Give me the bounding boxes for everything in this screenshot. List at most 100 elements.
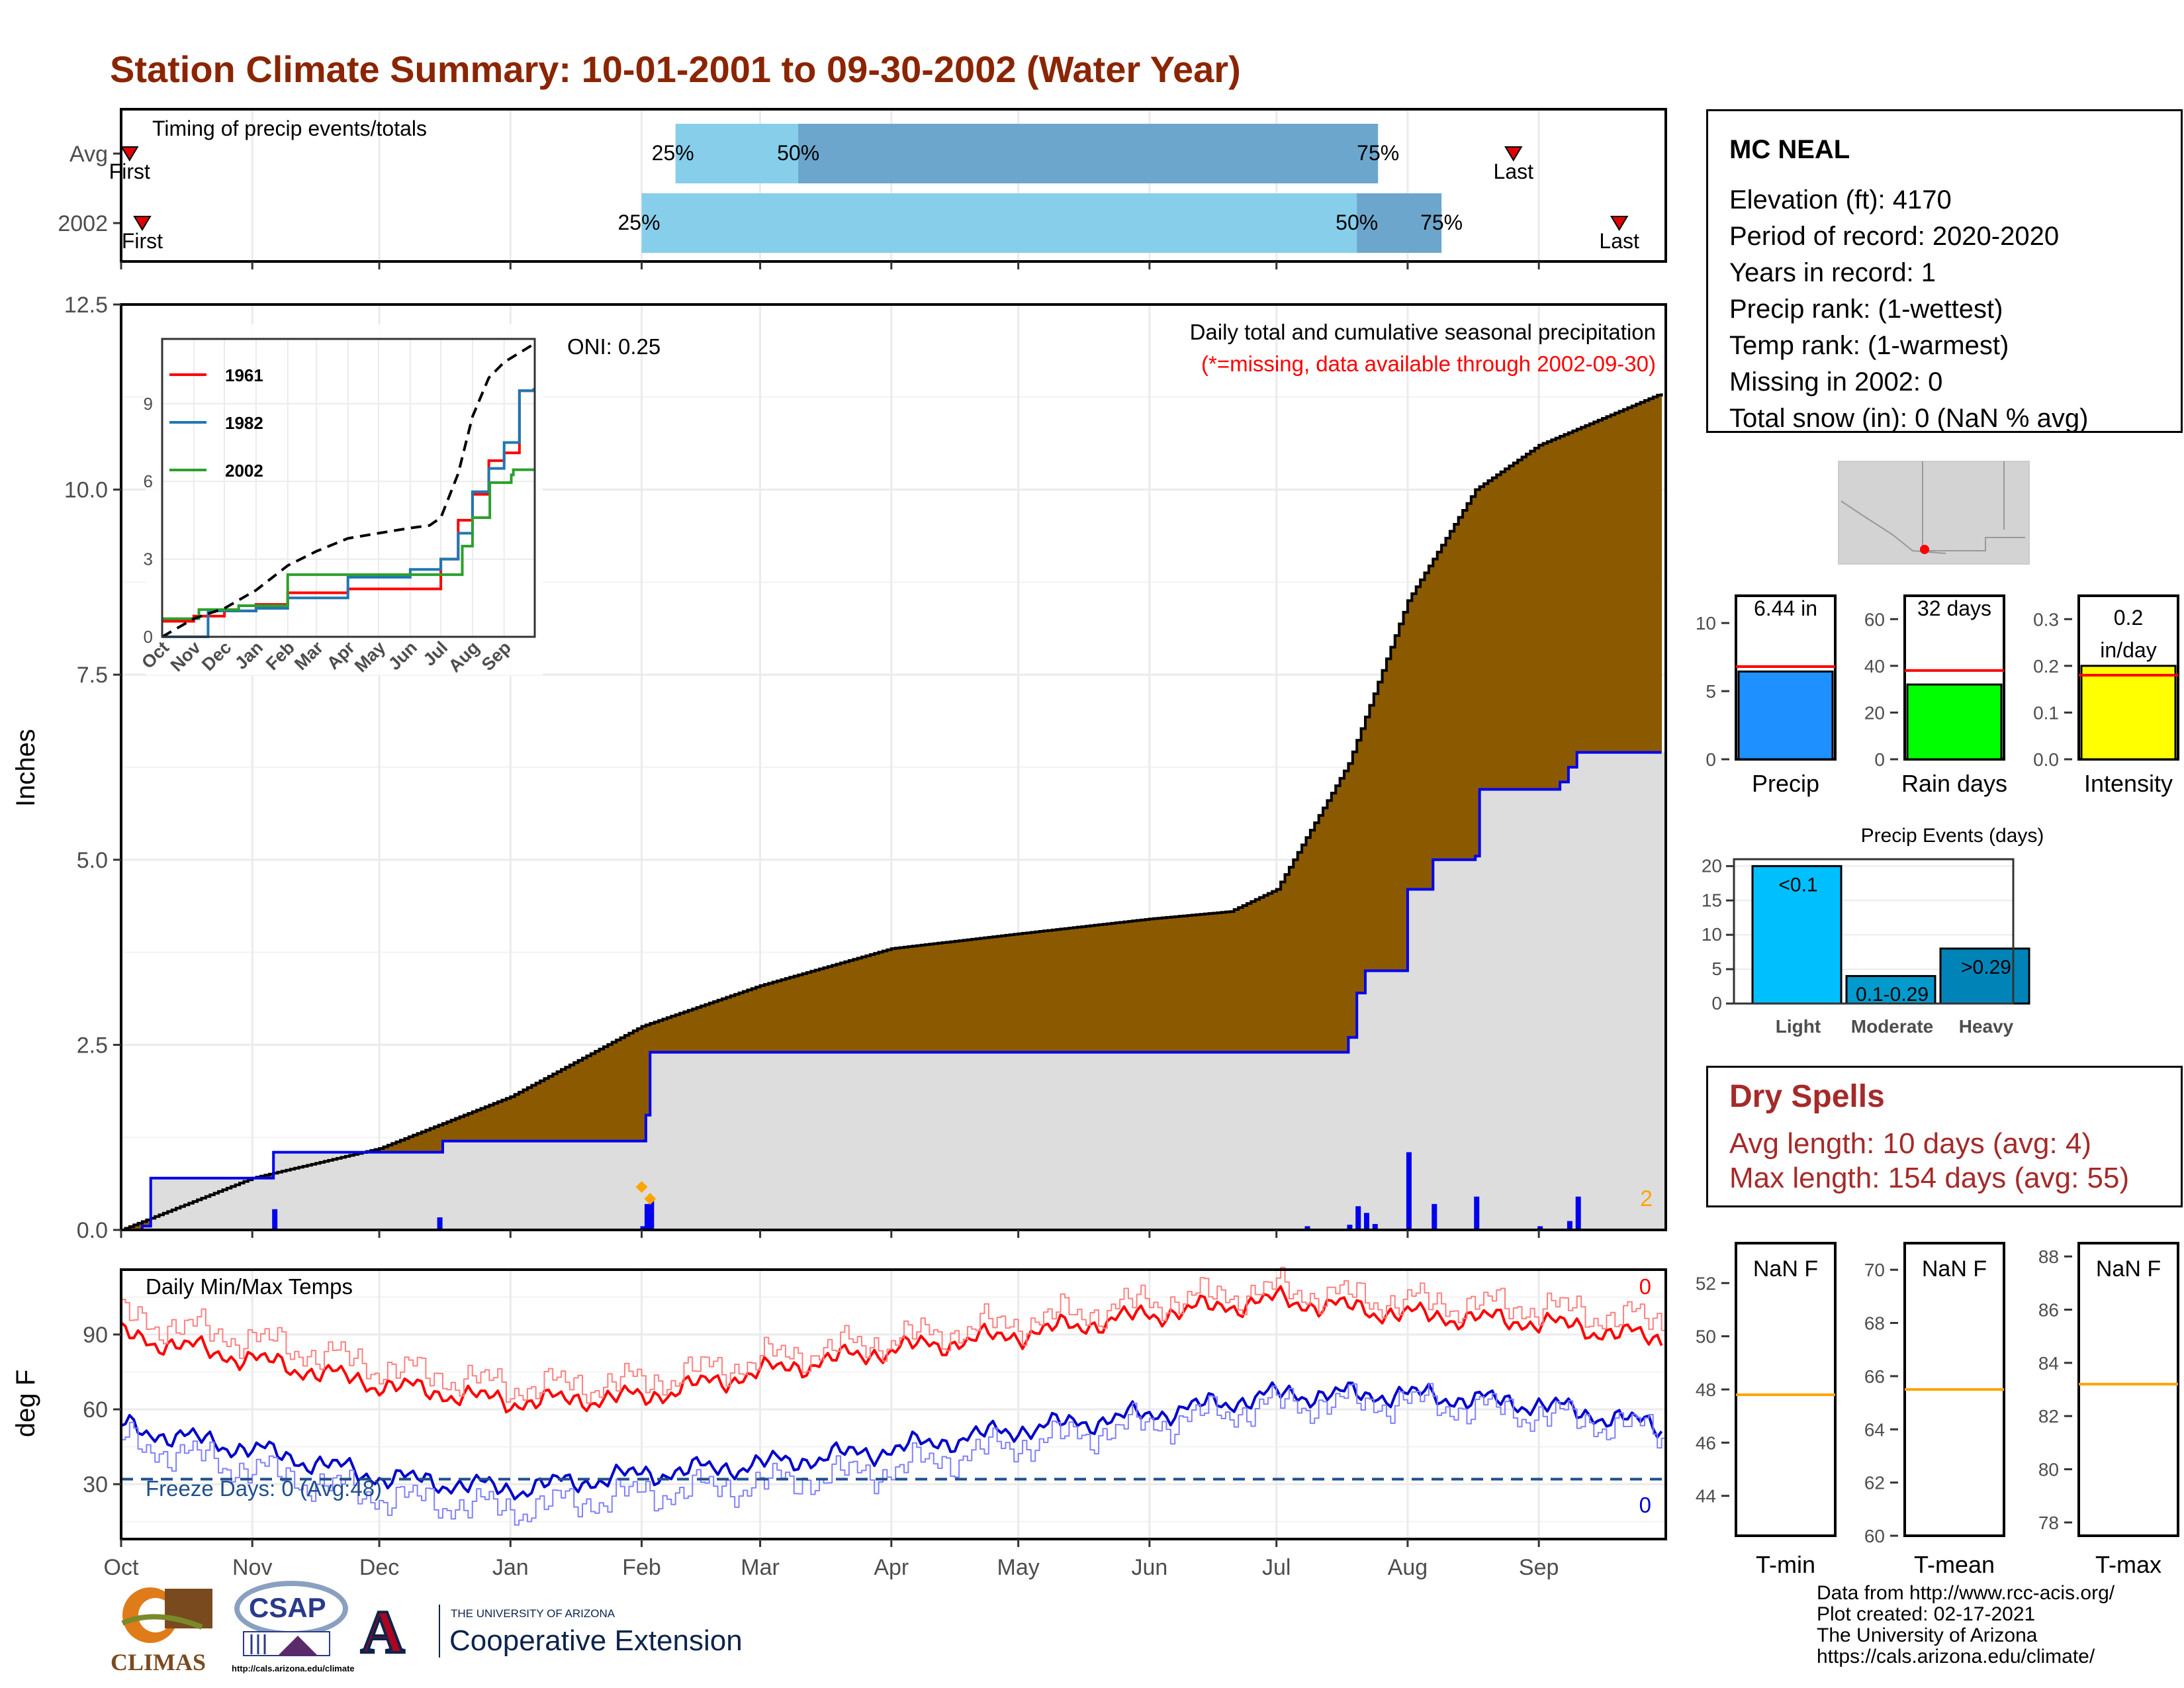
seasonal-bar: [1737, 670, 1834, 761]
precip-events-category-label: Moderate: [1851, 1016, 1933, 1037]
precip-events-bar: [1751, 865, 1843, 1005]
temp-y-tick-label: 60: [83, 1397, 108, 1423]
main-y-tick-label: 5.0: [77, 848, 108, 873]
inset-legend-label: 1982: [225, 413, 263, 433]
temp-mean-y-tick-label: 78: [2038, 1513, 2059, 1533]
temp-mean-y-tick-label: 62: [1864, 1473, 1885, 1493]
month-x-tick-label: Jun: [1131, 1555, 1167, 1580]
inset-legend-label: 1961: [225, 365, 263, 385]
seasonal-category-label: Rain days: [1901, 770, 2007, 797]
daily-precip-bar: [437, 1217, 443, 1230]
temp-normal-line: [121, 1383, 1666, 1526]
temp-mean-y-tick-label: 70: [1864, 1260, 1885, 1280]
main-chart-title: Daily total and cumulative seasonal prec…: [1190, 320, 1656, 344]
csap-text: CSAP: [249, 1592, 326, 1623]
month-x-tick-label: Feb: [622, 1555, 661, 1580]
daily-precip-bar: [272, 1209, 278, 1230]
locator-map: [1838, 461, 2030, 565]
temp-mean-y-tick-label: 86: [2038, 1299, 2059, 1320]
precip-events-y-tick-label: 15: [1702, 890, 1722, 910]
main-y-tick-label: 0.0: [77, 1218, 108, 1243]
main-y-tick-label: 7.5: [77, 663, 108, 688]
daily-precip-bar: [1406, 1152, 1412, 1230]
seasonal-bar-label: 6.44 in: [1754, 596, 1817, 620]
month-x-tick-label: Aug: [1388, 1555, 1428, 1580]
temp-mean-y-tick-label: 50: [1696, 1327, 1716, 1347]
daily-precip-bar: [649, 1196, 655, 1230]
temp-mean-panel-frame: [1735, 1242, 1837, 1537]
dry-spells-title: Dry Spells: [1729, 1079, 1885, 1114]
inset-y-tick-label: 3: [144, 549, 153, 569]
seasonal-y-tick-label: 5: [1706, 681, 1716, 702]
precip-events-bar: [1845, 974, 1936, 1005]
temp-mean-y-tick-label: 80: [2038, 1460, 2059, 1480]
seasonal-bar-label: 32 days: [1917, 596, 1991, 620]
temp-mean-y-tick-label: 82: [2038, 1406, 2059, 1427]
timing-row-label: Avg: [69, 142, 108, 167]
month-x-tick-label: Nov: [232, 1555, 272, 1580]
seasonal-bar: [2080, 665, 2177, 761]
temp-mean-y-tick-label: 68: [1864, 1313, 1885, 1334]
timing-label: Timing of precip events/totals: [152, 117, 427, 140]
missing-day-marker: [644, 1193, 657, 1205]
timing-p25-label: 25%: [652, 141, 694, 165]
footer-data-source: Data from http://www.rcc-acis.org/: [1817, 1582, 2115, 1604]
inset-legend-label: 2002: [225, 461, 263, 481]
temp-y-axis-label: deg F: [11, 1370, 40, 1437]
dry-spells-avg: Avg length: 10 days (avg: 4): [1729, 1127, 2092, 1160]
inset-normal-line: [161, 343, 535, 638]
current-cumulative-area: [121, 752, 1666, 1230]
precip-events-y-tick-label: 0: [1711, 993, 1722, 1013]
precip-events-y-tick-label: 5: [1711, 959, 1722, 979]
station-years: Years in record: 1: [1729, 258, 1936, 287]
temp-mean-y-tick-label: 52: [1696, 1273, 1716, 1293]
station-name: MC NEAL: [1729, 135, 1850, 164]
seasonal-y-tick-label: 0: [1706, 749, 1716, 770]
inset-y-tick-label: 0: [144, 627, 153, 647]
temp-mean-value-label: NaN F: [1753, 1256, 1818, 1282]
temp-panel-frame: [120, 1268, 1667, 1540]
seasonal-y-tick-label: 0.2: [2033, 656, 2059, 677]
page-title: Station Climate Summary: 10-01-2001 to 0…: [110, 48, 1241, 90]
temp-mean-value-label: NaN F: [1922, 1256, 1987, 1282]
month-x-tick-label: Sep: [1519, 1555, 1559, 1580]
temp-normal-line: [121, 1266, 1666, 1404]
temp-mean-y-tick-label: 46: [1696, 1432, 1716, 1453]
normal-cumulative-line: [121, 393, 1663, 1231]
inset-series-line-1982: [162, 388, 535, 638]
precip-events-title: Precip Events (days): [1861, 825, 2044, 847]
precip-events-bar-label: 0.1-0.29: [1856, 984, 1929, 1006]
station-elevation: Elevation (ft): 4170: [1729, 185, 1952, 214]
seasonal-y-tick-label: 20: [1864, 702, 1885, 723]
precip-events-category-label: Heavy: [1959, 1016, 2014, 1037]
timing-p25-label: 25%: [618, 211, 660, 234]
station-missing: Missing in 2002: 0: [1729, 367, 1943, 397]
missing-day-marker: [635, 1181, 648, 1194]
climas-logo: CLIMAS: [109, 1582, 215, 1678]
daily-precip-bar: [1355, 1206, 1361, 1230]
timing-panel-frame: [120, 108, 1667, 263]
precip-events-bar-label: >0.29: [1961, 957, 2011, 978]
main-y-axis-label: Inches: [11, 729, 40, 807]
inset-y-tick-label: 6: [144, 471, 153, 491]
daily-precip-bar: [644, 1203, 650, 1230]
daily-precip-bar: [1474, 1196, 1480, 1230]
temp-chart-title: Daily Min/Max Temps: [146, 1274, 353, 1299]
climas-mark: [121, 1587, 212, 1643]
seasonal-y-tick-label: 0.3: [2033, 609, 2059, 630]
ua-extension-logo: A THE UNIVERSITY OF ARIZONA Cooperative …: [359, 1597, 745, 1668]
seasonal-y-tick-label: 10: [1696, 613, 1716, 633]
oni-label: ONI: 0.25: [567, 334, 660, 359]
csap-cloud-mark: [234, 1581, 348, 1656]
dry-spells-panel: Dry Spells Avg length: 10 days (avg: 4) …: [1706, 1066, 2183, 1207]
csap-url: http://cals.arizona.edu/climate: [232, 1664, 355, 1673]
month-x-tick-label: Jan: [492, 1555, 529, 1580]
precip-events-category-label: Light: [1776, 1016, 1821, 1037]
daily-precip-bar: [1432, 1203, 1437, 1230]
tmin-record-count: 0: [1639, 1493, 1651, 1517]
precip-events-frame: [1733, 858, 2015, 1005]
temp-mean-y-tick-label: 84: [2038, 1353, 2059, 1374]
timing-iqr-bar: [641, 193, 1442, 253]
precip-events-bar: [1939, 947, 2030, 1005]
